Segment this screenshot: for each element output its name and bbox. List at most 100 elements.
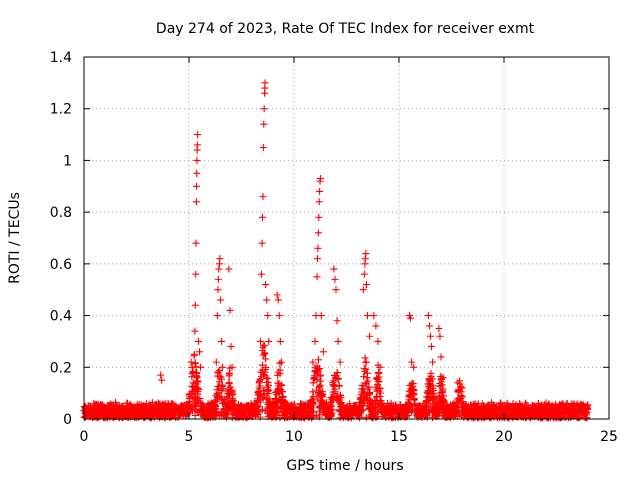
data-point	[388, 411, 396, 419]
data-point	[362, 281, 370, 289]
data-point	[351, 401, 359, 409]
y-tick-labels: 0 0.2 0.4 0.6 0.8 1 1.2 1.4	[50, 50, 72, 428]
data-point	[439, 387, 447, 395]
data-point	[372, 322, 380, 330]
data-point	[135, 412, 143, 420]
data-point	[415, 409, 423, 417]
y-tick-label: 1	[63, 153, 72, 169]
data-point	[276, 370, 284, 378]
data-point	[214, 286, 222, 294]
data-point	[263, 378, 271, 386]
data-point	[378, 409, 386, 417]
data-points	[80, 79, 592, 422]
data-point	[429, 358, 437, 366]
data-point	[484, 405, 492, 413]
data-point	[474, 400, 482, 408]
data-point	[364, 377, 372, 385]
data-point	[207, 399, 215, 407]
data-point	[191, 412, 199, 420]
data-point	[527, 410, 535, 418]
data-point	[333, 368, 341, 376]
data-point	[436, 380, 444, 388]
data-point	[301, 408, 309, 416]
data-point	[454, 399, 462, 407]
data-point	[159, 406, 167, 414]
data-point	[258, 361, 266, 369]
data-point	[186, 392, 194, 400]
data-point	[254, 391, 262, 399]
data-point	[133, 410, 141, 418]
data-point	[193, 141, 201, 149]
data-point	[336, 391, 344, 399]
data-point	[266, 410, 274, 418]
data-point	[101, 403, 109, 411]
data-point	[188, 370, 196, 378]
data-point	[540, 404, 548, 412]
data-point	[313, 411, 321, 419]
data-point	[254, 409, 262, 417]
data-point	[215, 265, 223, 273]
data-point	[539, 407, 547, 415]
y-tick-label: 0.2	[50, 360, 72, 376]
x-tick-label: 20	[495, 429, 513, 445]
data-point	[309, 358, 317, 366]
data-point	[274, 296, 282, 304]
data-point	[189, 368, 197, 376]
data-point	[260, 105, 268, 113]
data-point	[284, 404, 292, 412]
data-point	[362, 250, 370, 258]
data-point	[428, 404, 436, 412]
data-point	[258, 406, 266, 414]
data-point	[207, 409, 215, 417]
data-point	[376, 363, 384, 371]
data-point	[475, 410, 483, 418]
data-point	[556, 400, 564, 408]
data-point	[335, 382, 343, 390]
data-point	[275, 312, 283, 320]
data-point	[259, 351, 267, 359]
data-point	[301, 405, 309, 413]
data-point	[195, 385, 203, 393]
data-point	[480, 414, 488, 422]
data-point	[226, 306, 234, 314]
data-point	[258, 239, 266, 247]
data-point	[199, 407, 207, 415]
data-point	[157, 371, 165, 379]
data-point	[90, 400, 98, 408]
data-point	[426, 400, 434, 408]
data-point	[187, 358, 195, 366]
data-point	[458, 384, 466, 392]
data-point	[164, 399, 172, 407]
data-point	[561, 414, 569, 422]
data-point	[317, 312, 325, 320]
data-point	[370, 409, 378, 417]
data-point	[193, 373, 201, 381]
data-point	[454, 379, 462, 387]
data-point	[364, 312, 371, 320]
data-point	[315, 213, 323, 221]
x-tick-label: 5	[185, 429, 194, 445]
data-point	[329, 388, 337, 396]
data-point	[519, 411, 527, 419]
data-point	[150, 407, 158, 415]
data-point	[426, 393, 434, 401]
data-point	[127, 402, 135, 410]
data-point	[329, 379, 337, 387]
data-point	[118, 402, 126, 410]
plot-frame	[83, 56, 610, 420]
grid-lines	[84, 57, 609, 419]
data-point	[322, 402, 330, 410]
data-point	[453, 398, 461, 406]
data-point	[359, 394, 367, 402]
data-point	[194, 377, 202, 385]
data-point	[358, 407, 366, 415]
data-point	[307, 397, 315, 405]
data-point	[196, 348, 203, 356]
data-point	[389, 404, 397, 412]
data-point	[363, 374, 371, 382]
data-point	[358, 381, 366, 389]
data-point	[330, 265, 338, 273]
data-point	[377, 389, 385, 397]
y-tick-label: 0.4	[50, 309, 72, 325]
